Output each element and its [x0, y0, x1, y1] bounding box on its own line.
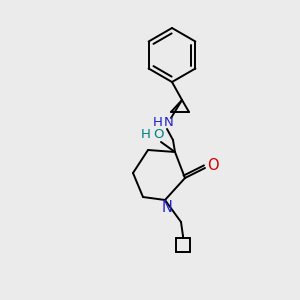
- Text: O: O: [153, 128, 164, 142]
- Text: N: N: [164, 116, 174, 130]
- Text: N: N: [162, 200, 172, 214]
- Text: O: O: [207, 158, 219, 173]
- Text: H: H: [153, 116, 163, 130]
- Text: H: H: [141, 128, 151, 142]
